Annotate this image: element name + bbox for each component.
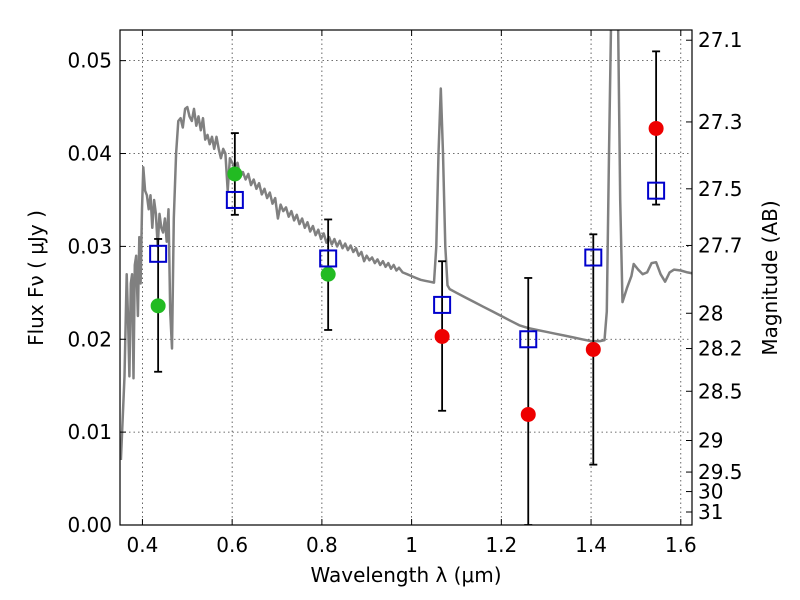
plot-frame	[119, 29, 693, 526]
model-photometry-point	[433, 295, 452, 314]
y2-tick-label: 28	[698, 301, 723, 325]
y2-tick-label: 28.2	[698, 337, 743, 361]
y-tick-label: 0.02	[67, 327, 112, 351]
y2-tick-label: 29.5	[698, 460, 743, 484]
x-axis-label: Wavelength λ (μm)	[310, 563, 501, 587]
y2-tick-label: 27.5	[698, 177, 743, 201]
model-photometry-point	[319, 249, 338, 268]
observed-point	[585, 341, 601, 357]
observed-point	[150, 298, 166, 314]
y2-tick-label: 27.1	[698, 28, 743, 52]
model-photometry-point	[647, 181, 666, 200]
x-tick-label: 1.4	[575, 533, 607, 557]
y2-tick-label: 27.7	[698, 233, 743, 257]
y2-axis-label: Magnitude (AB)	[758, 200, 782, 355]
model-spectrum-line	[120, 30, 692, 461]
x-tick-label: 1.6	[665, 533, 697, 557]
model-photometry-points	[149, 181, 666, 349]
model-photometry-point	[519, 330, 538, 349]
model-photometry-point	[584, 248, 603, 267]
observed-point	[648, 120, 664, 136]
x-tick-label: 1	[405, 533, 418, 557]
y-tick-label: 0.03	[67, 234, 112, 258]
y-tick-label: 0.01	[67, 420, 112, 444]
x-tick-label: 0.6	[216, 533, 248, 557]
error-bars	[154, 50, 661, 525]
y2-tick-label: 29	[698, 428, 723, 452]
grid	[120, 30, 692, 525]
y-ticks: 0.00 0.01 0.02 0.03 0.04 0.05	[67, 49, 126, 537]
x-tick-label: 0.4	[127, 533, 159, 557]
y-tick-label: 0.00	[67, 513, 112, 537]
y2-tick-label: 31	[698, 500, 723, 524]
model-photometry-point	[225, 190, 244, 209]
plot-area	[120, 30, 692, 525]
y-tick-label: 0.05	[67, 49, 112, 73]
y2-tick-label: 27.3	[698, 110, 743, 134]
observed-point	[227, 166, 243, 182]
x-tick-label: 0.8	[306, 533, 338, 557]
model-photometry-point	[149, 244, 168, 263]
y2-tick-label: 30	[698, 480, 723, 504]
observed-point	[320, 266, 336, 282]
y2-tick-label: 28.5	[698, 379, 743, 403]
x-ticks: 0.4 0.6 0.8 1 1.2 1.4 1.6	[127, 30, 697, 557]
observed-point	[520, 406, 536, 422]
observed-points	[150, 120, 664, 422]
y-tick-label: 0.04	[67, 142, 112, 166]
y-axis-label: Flux Fν ( μJy )	[24, 210, 48, 346]
observed-point	[434, 328, 450, 344]
x-tick-label: 1.2	[485, 533, 517, 557]
